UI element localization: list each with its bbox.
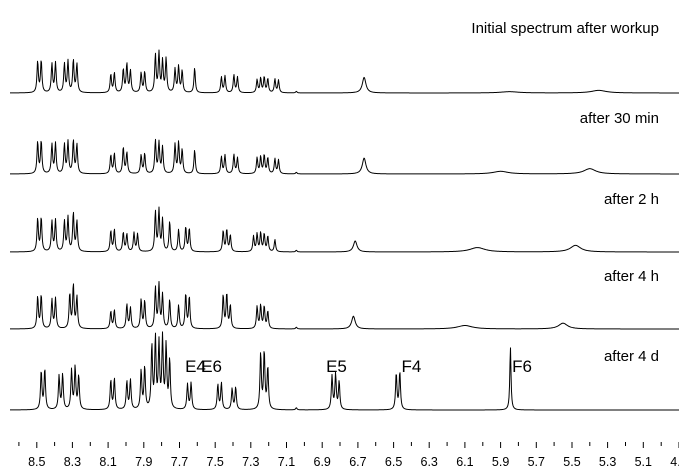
x-tick-label: 7.9 bbox=[135, 455, 152, 468]
x-tick-label: 8.1 bbox=[99, 455, 116, 468]
x-axis: 8.5 8.3 8.1 7.9 7.7 7.5 7.3 7.1 6.9 6.7 6.5 6.3 6.1 5… bbox=[18, 442, 679, 468]
x-tick-label: 6.9 bbox=[314, 455, 331, 468]
x-tick-label: 5.3 bbox=[599, 455, 616, 468]
peak-annotation: E6 bbox=[201, 357, 222, 376]
x-tick-label: 8.3 bbox=[64, 455, 81, 468]
spectra-group bbox=[9, 49, 679, 411]
x-tick-label: 6.5 bbox=[385, 455, 402, 468]
x-tick-label: 6.1 bbox=[456, 455, 473, 468]
x-tick-label: 5.5 bbox=[563, 455, 580, 468]
spectrum-label: Initial spectrum after workup bbox=[471, 20, 659, 37]
x-tick-label: 7.5 bbox=[207, 455, 224, 468]
x-tick-label: 5.7 bbox=[528, 455, 545, 468]
x-tick-label: 6.3 bbox=[421, 455, 438, 468]
x-tick-label: 6.7 bbox=[349, 455, 366, 468]
peak-annotation: F4 bbox=[401, 357, 421, 376]
x-tick-label: 8.5 bbox=[28, 455, 45, 468]
spectrum-trace bbox=[10, 138, 679, 175]
spectrum-label: after 30 min bbox=[580, 110, 659, 127]
spectrum-label: after 4 d bbox=[604, 348, 659, 365]
spectrum-trace bbox=[10, 49, 679, 94]
peak-annotation: F6 bbox=[512, 357, 532, 376]
peak-annotation: E5 bbox=[326, 357, 347, 376]
x-tick-label: 7.7 bbox=[171, 455, 188, 468]
spectrum-trace bbox=[10, 331, 679, 411]
x-tick-label: 7.1 bbox=[278, 455, 295, 468]
spectrum-labels-group: Initial spectrum after workup after 30 mi… bbox=[471, 20, 659, 365]
spectrum-trace bbox=[9, 281, 679, 330]
x-tick-label: 5.1 bbox=[635, 455, 652, 468]
spectrum-label: after 2 h bbox=[604, 191, 659, 208]
x-tick-label: 7.3 bbox=[242, 455, 259, 468]
x-tick-label: 5.9 bbox=[492, 455, 509, 468]
x-tick-label: 4.9 bbox=[670, 455, 679, 468]
peak-annotation: E4 bbox=[185, 357, 206, 376]
spectrum-trace bbox=[10, 206, 679, 253]
spectrum-label: after 4 h bbox=[604, 268, 659, 285]
